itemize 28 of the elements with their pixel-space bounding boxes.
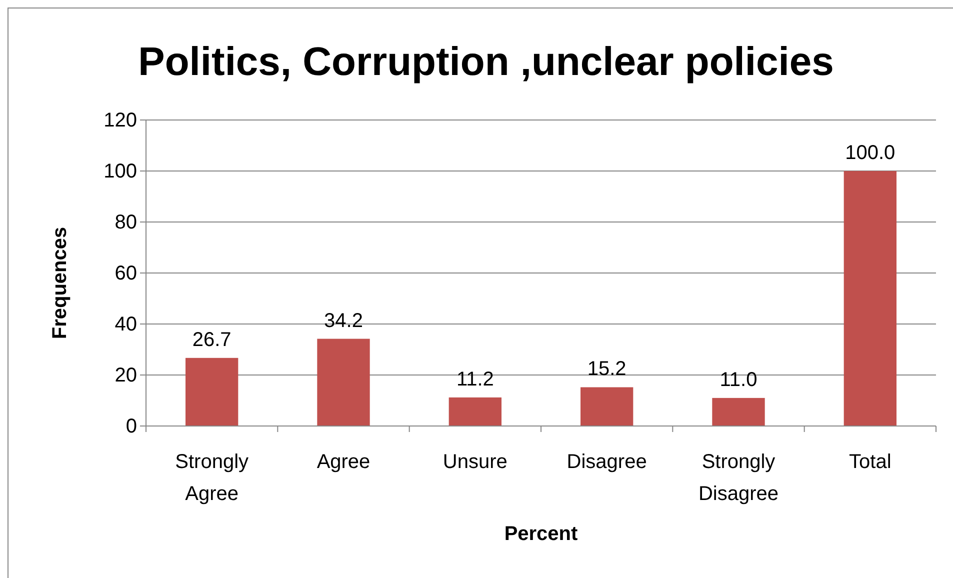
- x-tick-label: Strongly Disagree: [698, 451, 779, 505]
- y-tick-label: 20: [114, 364, 137, 386]
- y-tick-label: 120: [104, 109, 137, 132]
- y-tick-label: 100: [104, 160, 137, 182]
- data-label: 100.0: [845, 142, 896, 164]
- bar: [712, 398, 765, 426]
- x-tick-label: Disagree: [566, 451, 647, 473]
- y-tick-label: 60: [114, 262, 137, 284]
- data-label: 34.2: [324, 310, 363, 332]
- y-tick-label: 40: [114, 313, 137, 336]
- bar: [317, 338, 370, 426]
- x-tick-label: Agree: [316, 451, 370, 473]
- bar: [580, 387, 634, 426]
- chart-title: Politics, Corruption ,unclear policies: [138, 40, 834, 84]
- y-tick-label: 80: [114, 211, 137, 234]
- y-axis-title: Frequences: [49, 226, 71, 340]
- x-tick-label: Total: [849, 451, 892, 473]
- data-label: 11.0: [720, 368, 758, 391]
- x-tick-label: Unsure: [442, 451, 508, 473]
- x-axis-title: Percent: [504, 523, 578, 545]
- bar: [186, 358, 238, 426]
- x-tick-label: Strongly Agree: [175, 451, 249, 505]
- y-tick-label: 0: [126, 415, 137, 438]
- bar: [448, 397, 502, 426]
- data-label: 26.7: [192, 328, 232, 351]
- data-label: 11.2: [456, 368, 494, 390]
- bar: [844, 171, 896, 426]
- data-label: 15.2: [587, 358, 626, 380]
